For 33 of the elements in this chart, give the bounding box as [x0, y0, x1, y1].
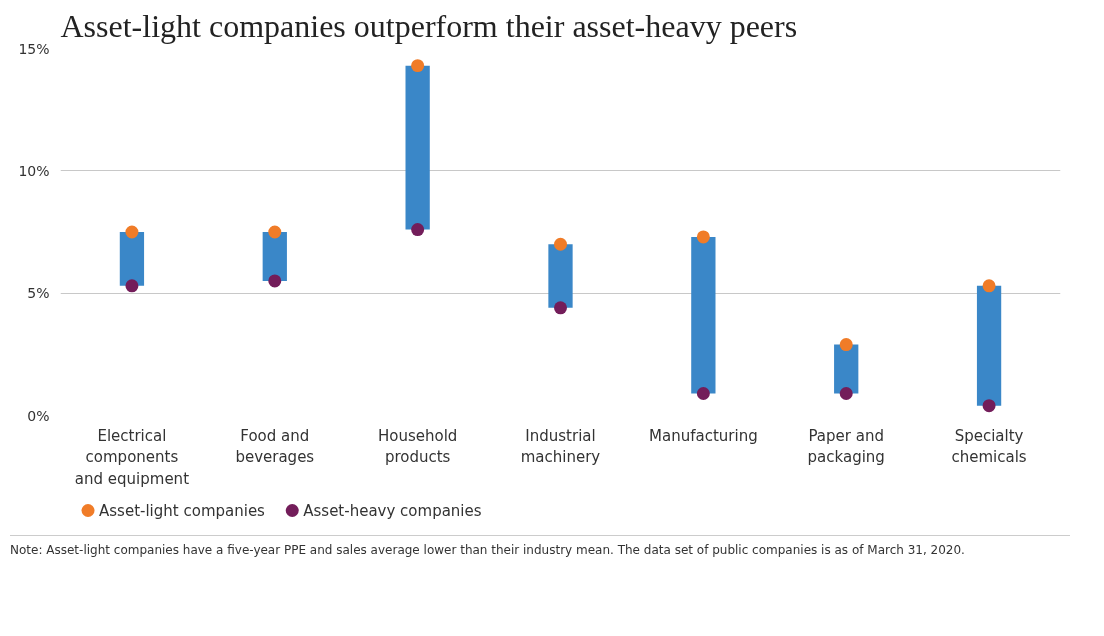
- legend-label: Asset-heavy companies: [303, 501, 482, 520]
- point: [839, 386, 853, 400]
- x-tick-label: Electrical components and equipment: [74, 426, 190, 488]
- y-tick-label: 0%: [27, 407, 50, 424]
- point: [411, 223, 425, 237]
- y-tick-label: 5%: [27, 285, 50, 302]
- point: [696, 386, 710, 400]
- point: [411, 59, 425, 73]
- legend-label: Asset-light companies: [99, 501, 266, 520]
- point: [268, 274, 282, 288]
- y-tick-label: 15%: [18, 40, 50, 57]
- point: [554, 237, 567, 251]
- bar: [405, 65, 430, 230]
- y-tick-label: 10%: [18, 162, 50, 179]
- point: [839, 338, 853, 352]
- x-tick-label: Food and beverages: [235, 426, 315, 467]
- x-tick-label: Household products: [377, 426, 458, 467]
- x-tick-label: Specialty chemicals: [951, 426, 1027, 467]
- chart-title: Asset-light companies outperform their asset-heavy peers: [60, 7, 798, 44]
- point: [554, 301, 567, 315]
- point: [696, 230, 710, 244]
- bar: [548, 244, 573, 308]
- point: [125, 279, 139, 293]
- bar: [691, 236, 716, 394]
- x-tick-label: Industrial machinery: [520, 426, 601, 467]
- bar: [976, 285, 1002, 406]
- x-tick-label: Paper and packaging: [807, 426, 885, 467]
- point: [982, 399, 996, 413]
- point: [125, 225, 139, 239]
- point: [268, 225, 282, 239]
- point: [982, 279, 996, 293]
- text: Note: Asset-light companies have a five-year PPE and sales average lower than their industry mean. The data set of public companies is as of March 31, 2020.: [10, 542, 965, 559]
- x-tick-label: Manufacturing: [649, 426, 758, 445]
